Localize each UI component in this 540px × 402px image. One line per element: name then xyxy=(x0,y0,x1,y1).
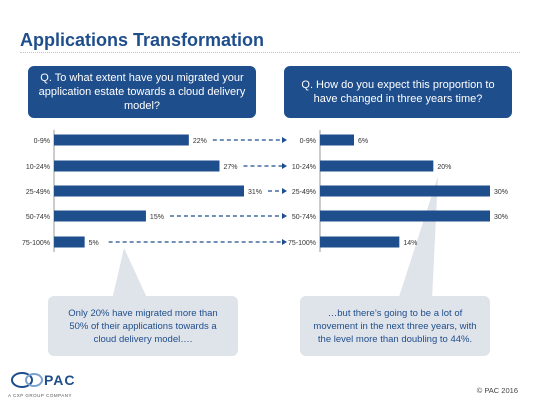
left-value-label: 22% xyxy=(193,138,207,145)
left-bar xyxy=(54,211,146,222)
right-bar xyxy=(320,237,399,248)
right-category-label: 25-49% xyxy=(292,189,316,196)
right-category-label: 75-100% xyxy=(288,240,316,247)
right-bar xyxy=(320,161,433,172)
arrow-head-icon xyxy=(282,163,287,169)
left-category-label: 10-24% xyxy=(26,164,50,171)
right-value-label: 14% xyxy=(403,240,417,247)
left-bar xyxy=(54,237,85,248)
right-value-label: 6% xyxy=(358,138,368,145)
left-callout-pointer xyxy=(112,248,148,300)
arrow-head-icon xyxy=(282,239,287,245)
left-bar xyxy=(54,186,244,197)
arrow-head-icon xyxy=(282,188,287,194)
left-category-label: 0-9% xyxy=(34,138,50,145)
arrow-head-icon xyxy=(282,213,287,219)
right-bar xyxy=(320,186,490,197)
left-bar xyxy=(54,161,219,172)
left-value-label: 27% xyxy=(223,164,237,171)
logo-text: PAC xyxy=(44,372,76,388)
right-category-label: 10-24% xyxy=(292,164,316,171)
right-category-label: 50-74% xyxy=(292,214,316,221)
right-value-label: 30% xyxy=(494,189,508,196)
right-bar xyxy=(320,211,490,222)
left-value-label: 15% xyxy=(150,214,164,221)
right-callout-text: …but there’s going to be a lot of moveme… xyxy=(312,307,478,346)
left-callout: Only 20% have migrated more than 50% of … xyxy=(48,296,238,356)
left-callout-text: Only 20% have migrated more than 50% of … xyxy=(60,307,226,346)
left-category-label: 25-49% xyxy=(26,189,50,196)
left-category-label: 75-100% xyxy=(22,240,50,247)
arrow-head-icon xyxy=(282,137,287,143)
left-value-label: 31% xyxy=(248,189,262,196)
left-bar xyxy=(54,135,189,146)
logo-subtitle: A CXP GROUP COMPANY xyxy=(8,393,72,398)
copyright: © PAC 2016 xyxy=(477,386,518,395)
right-bar xyxy=(320,135,354,146)
left-value-label: 5% xyxy=(89,240,99,247)
right-value-label: 20% xyxy=(437,164,451,171)
left-category-label: 50-74% xyxy=(26,214,50,221)
right-callout: …but there’s going to be a lot of moveme… xyxy=(300,296,490,356)
right-category-label: 0-9% xyxy=(300,138,316,145)
right-value-label: 30% xyxy=(494,214,508,221)
